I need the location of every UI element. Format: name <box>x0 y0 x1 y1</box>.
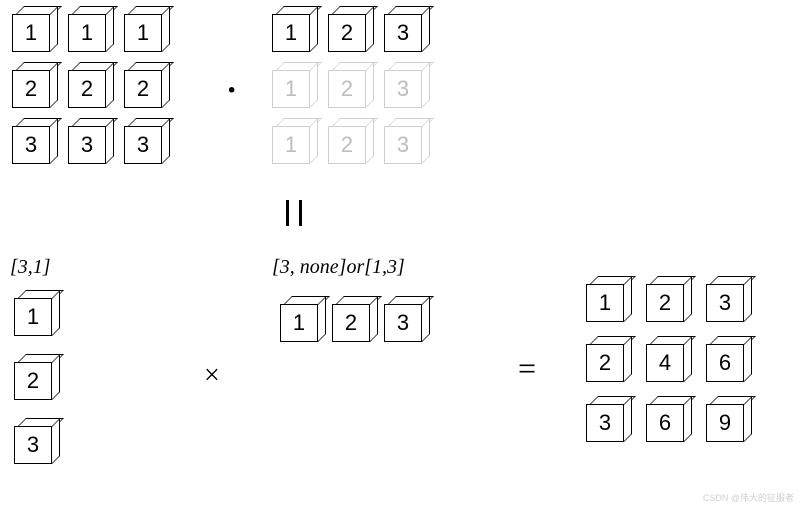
cube-top_left-0-2: 1 <box>124 6 164 46</box>
cube-value: 2 <box>328 126 366 164</box>
cube-top_left-2-1: 3 <box>68 118 108 158</box>
cube-top_right-2-1: 2 <box>328 118 368 158</box>
cube-value: 1 <box>68 14 106 52</box>
cube-value: 3 <box>68 126 106 164</box>
cube-value: 9 <box>706 404 744 442</box>
equals-operator: = <box>518 350 536 387</box>
cube-value: 2 <box>12 70 50 108</box>
cube-value: 1 <box>586 284 624 322</box>
cube-value: 1 <box>14 298 52 336</box>
cube-value: 2 <box>328 14 366 52</box>
cube-value: 4 <box>646 344 684 382</box>
cube-result-2-0: 3 <box>586 396 626 436</box>
cube-value: 2 <box>646 284 684 322</box>
cube-value: 6 <box>646 404 684 442</box>
cube-value: 3 <box>14 426 52 464</box>
cube-row_vec-0-0: 1 <box>280 296 320 336</box>
cube-result-1-0: 2 <box>586 336 626 376</box>
cube-value: 2 <box>14 362 52 400</box>
cube-top_right-1-0: 1 <box>272 62 312 102</box>
times-operator: × <box>204 360 220 392</box>
cube-top_left-2-0: 3 <box>12 118 52 158</box>
cube-result-0-2: 3 <box>706 276 746 316</box>
cube-value: 6 <box>706 344 744 382</box>
dot-operator: · <box>226 72 237 110</box>
cube-result-2-1: 6 <box>646 396 686 436</box>
cube-top_right-2-2: 3 <box>384 118 424 158</box>
cube-result-1-2: 6 <box>706 336 746 376</box>
left-shape-label: [3,1] <box>10 256 51 279</box>
cube-value: 3 <box>384 304 422 342</box>
cube-result-0-1: 2 <box>646 276 686 316</box>
cube-value: 3 <box>12 126 50 164</box>
cube-value: 1 <box>280 304 318 342</box>
cube-value: 3 <box>384 70 422 108</box>
cube-result-0-0: 1 <box>586 276 626 316</box>
cube-value: 2 <box>68 70 106 108</box>
cube-row_vec-0-1: 2 <box>332 296 372 336</box>
cube-top_right-2-0: 1 <box>272 118 312 158</box>
cube-value: 3 <box>384 126 422 164</box>
cube-value: 2 <box>586 344 624 382</box>
cube-value: 1 <box>272 14 310 52</box>
cube-value: 3 <box>124 126 162 164</box>
cube-top_right-0-2: 3 <box>384 6 424 46</box>
cube-value: 1 <box>12 14 50 52</box>
cube-result-2-2: 9 <box>706 396 746 436</box>
watermark-text: CSDN @伟大的征服者 <box>703 491 794 504</box>
cube-value: 3 <box>384 14 422 52</box>
cube-value: 2 <box>328 70 366 108</box>
cube-value: 1 <box>272 126 310 164</box>
cube-col_vec-1-0: 2 <box>14 354 54 394</box>
cube-top_left-1-0: 2 <box>12 62 52 102</box>
cube-top_left-0-1: 1 <box>68 6 108 46</box>
cube-top_left-0-0: 1 <box>12 6 52 46</box>
vertical-equals <box>286 200 302 226</box>
cube-top_left-1-2: 2 <box>124 62 164 102</box>
cube-value: 1 <box>272 70 310 108</box>
cube-value: 2 <box>124 70 162 108</box>
cube-top_right-1-2: 3 <box>384 62 424 102</box>
cube-col_vec-2-0: 3 <box>14 418 54 458</box>
cube-col_vec-0-0: 1 <box>14 290 54 330</box>
cube-value: 3 <box>586 404 624 442</box>
cube-top_right-0-0: 1 <box>272 6 312 46</box>
cube-top_left-2-2: 3 <box>124 118 164 158</box>
cube-top_left-1-1: 2 <box>68 62 108 102</box>
cube-result-1-1: 4 <box>646 336 686 376</box>
cube-top_right-1-1: 2 <box>328 62 368 102</box>
cube-value: 3 <box>706 284 744 322</box>
cube-value: 1 <box>124 14 162 52</box>
cube-value: 2 <box>332 304 370 342</box>
right-shape-label: [3, none]or[1,3] <box>272 256 405 279</box>
cube-row_vec-0-2: 3 <box>384 296 424 336</box>
cube-top_right-0-1: 2 <box>328 6 368 46</box>
